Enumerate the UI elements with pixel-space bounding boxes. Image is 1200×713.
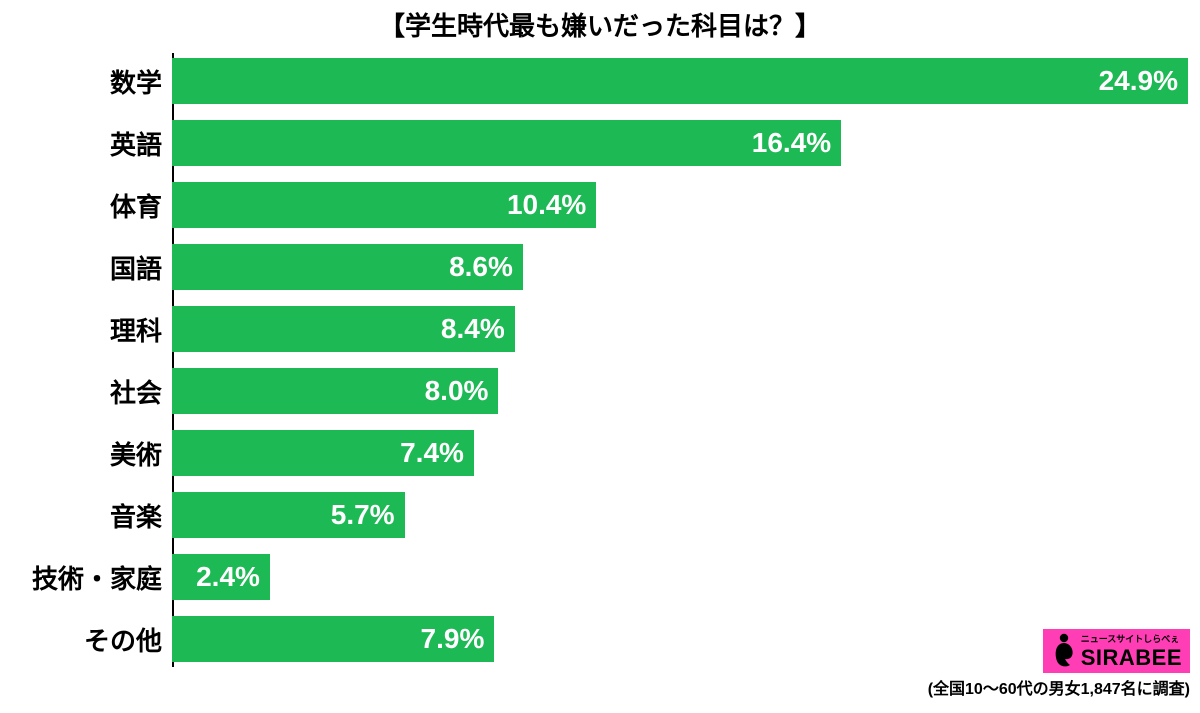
category-label: 数学 (0, 63, 172, 100)
bar-row: 理科 8.4% (0, 301, 1200, 357)
category-label: 技術・家庭 (0, 559, 172, 596)
bar: 8.6% (172, 244, 523, 290)
bar-row: 国語 8.6% (0, 239, 1200, 295)
bar-row: 社会 8.0% (0, 363, 1200, 419)
survey-note: (全国10～60代の男女1,847名に調査) (928, 675, 1190, 699)
bar-track: 7.4% (172, 425, 1200, 481)
bar: 8.0% (172, 368, 498, 414)
category-label: 社会 (0, 373, 172, 410)
bar-value-label: 5.7% (331, 499, 395, 531)
bar-value-label: 7.9% (421, 623, 485, 655)
bar-row: その他 7.9% (0, 611, 1200, 667)
bar-row: 美術 7.4% (0, 425, 1200, 481)
bar-track: 8.6% (172, 239, 1200, 295)
bar-value-label: 10.4% (507, 189, 586, 221)
chart-plot-area: 数学 24.9% 英語 16.4% 体育 10.4% 国語 8.6% 理科 8.4% 社会 8.0% 美… (0, 53, 1200, 667)
category-label: 国語 (0, 249, 172, 286)
bar: 16.4% (172, 120, 841, 166)
bar: 2.4% (172, 554, 270, 600)
bar-value-label: 2.4% (196, 561, 260, 593)
bar-track: 8.4% (172, 301, 1200, 357)
bar: 24.9% (172, 58, 1188, 104)
bar-track: 10.4% (172, 177, 1200, 233)
bar: 7.4% (172, 430, 474, 476)
bar-value-label: 8.4% (441, 313, 505, 345)
bar: 10.4% (172, 182, 596, 228)
category-label: 音楽 (0, 497, 172, 534)
category-label: 美術 (0, 435, 172, 472)
chart-title: 【学生時代最も嫌いだった科目は？】 (0, 0, 1200, 43)
bar-row: 数学 24.9% (0, 53, 1200, 109)
bar-row: 体育 10.4% (0, 177, 1200, 233)
sirabee-logo-title: SIRABEE (1081, 645, 1182, 671)
bar-row: 英語 16.4% (0, 115, 1200, 171)
category-label: その他 (0, 621, 172, 658)
bar-value-label: 8.0% (425, 375, 489, 407)
sirabee-logo-icon (1051, 633, 1077, 669)
category-label: 理科 (0, 311, 172, 348)
bar: 8.4% (172, 306, 515, 352)
bar-row: 技術・家庭 2.4% (0, 549, 1200, 605)
sirabee-logo-text: ニュースサイトしらべぇ SIRABEE (1081, 632, 1182, 671)
bar-track: 24.9% (172, 53, 1200, 109)
bar-track: 8.0% (172, 363, 1200, 419)
bar-value-label: 16.4% (752, 127, 831, 159)
bar-value-label: 24.9% (1099, 65, 1178, 97)
bar-track: 16.4% (172, 115, 1200, 171)
bar-row: 音楽 5.7% (0, 487, 1200, 543)
bar: 7.9% (172, 616, 494, 662)
bar-track: 2.4% (172, 549, 1200, 605)
category-label: 英語 (0, 125, 172, 162)
bar: 5.7% (172, 492, 405, 538)
category-label: 体育 (0, 187, 172, 224)
bar-value-label: 7.4% (400, 437, 464, 469)
chart-container: 【学生時代最も嫌いだった科目は？】 数学 24.9% 英語 16.4% 体育 10.4% 国… (0, 0, 1200, 713)
bar-value-label: 8.6% (449, 251, 513, 283)
sirabee-logo-subtitle: ニュースサイトしらべぇ (1081, 632, 1182, 645)
bar-track: 5.7% (172, 487, 1200, 543)
sirabee-logo: ニュースサイトしらべぇ SIRABEE (1043, 629, 1190, 673)
